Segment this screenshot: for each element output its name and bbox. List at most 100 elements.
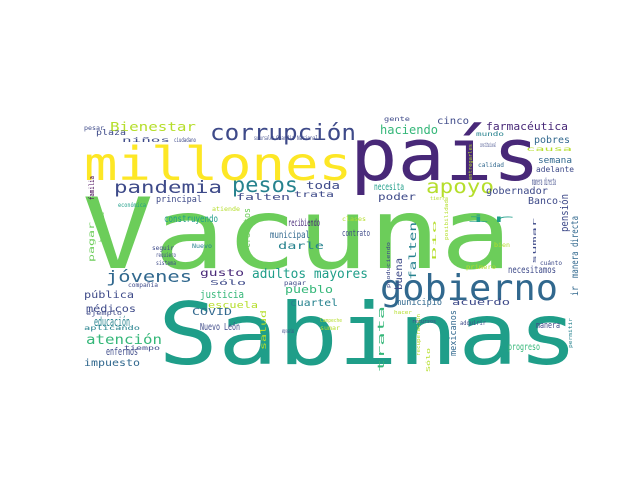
word-poder: toda xyxy=(306,179,340,192)
word-salud: enfermos xyxy=(106,345,138,358)
word-mexicanos: municipio xyxy=(396,298,442,308)
word-atencion: cuartel xyxy=(290,298,338,309)
word-bienestar: Bienestar xyxy=(110,120,196,134)
word-ir: ir xyxy=(570,286,581,296)
word-constitucional: niños xyxy=(122,137,171,144)
word-corrupcion: corrupción xyxy=(210,121,356,146)
word-produciendo: Dio xyxy=(432,220,438,260)
word-calidad: calidad xyxy=(478,162,504,169)
word-acuerdo: COVID xyxy=(192,307,232,318)
word-vacunar: Campeche xyxy=(320,318,342,324)
word-construyendo: trata xyxy=(377,306,387,372)
word-tierra: tierra xyxy=(430,196,448,202)
word-principal: falten xyxy=(408,222,419,280)
word-buena: necesita xyxy=(374,182,404,193)
word-trata: buena xyxy=(394,258,405,290)
word-requiero: pagar xyxy=(87,222,96,262)
word-pesos: pesos xyxy=(232,173,298,197)
word-guardia-nacional: aplicando xyxy=(84,325,141,332)
word-pesar: sistema xyxy=(156,260,176,267)
word-compania: Sólo xyxy=(210,279,246,287)
word-pobres: pobres xyxy=(534,135,570,146)
word-necesita: ir xyxy=(466,214,514,225)
word-toda: manera directa xyxy=(532,177,556,188)
word-manera: Nuevo León xyxy=(200,321,240,333)
word-cinco: cinco xyxy=(437,116,469,127)
word-mundo: pesar xyxy=(84,125,104,132)
word-aplicando: compañía xyxy=(128,282,158,289)
word-hacer: hacer xyxy=(394,310,412,316)
word-familia: Sólo xyxy=(425,348,432,372)
word-adelante: adelante xyxy=(536,165,574,174)
word-gusto: contrato xyxy=(342,229,370,239)
word-banco: Banco xyxy=(528,196,558,207)
word-plan: bien xyxy=(494,242,510,249)
word-ninos: Nuevo xyxy=(192,243,212,250)
word-vacuna: Vacuna xyxy=(82,178,512,292)
word-trabajadores: causa xyxy=(526,146,573,153)
word-cuartel: pueblo xyxy=(285,283,333,296)
word-recuperacion: recuperación xyxy=(415,314,422,356)
word-sistema: hospitales xyxy=(98,212,106,242)
word-apoyo: apoyo xyxy=(426,176,494,198)
word-municipio: impuesto xyxy=(84,358,140,369)
word-posibilidad: posibilidad xyxy=(444,200,450,240)
word-pension: pensión xyxy=(558,194,571,232)
word-sumar: cuánto xyxy=(540,260,562,267)
word-sabinas: Sabinas xyxy=(158,285,578,385)
word-adquirir: adquirir xyxy=(460,320,486,327)
word-entregarles: entregarles xyxy=(468,144,474,180)
word-demostrando: produciendo xyxy=(386,242,392,288)
word-nuevo-leon: atención xyxy=(86,333,162,348)
cloud-background xyxy=(80,108,580,378)
word-instalaciones: Guardia Nacional xyxy=(276,135,318,142)
word-gente: plaza xyxy=(96,128,126,137)
word-recibir: gente xyxy=(384,116,411,123)
word-covid: educación xyxy=(94,315,130,329)
word-jovenes: jóvenes xyxy=(106,267,192,286)
word-recursos: recursos xyxy=(412,319,436,325)
word-primero: mundo xyxy=(476,131,505,138)
word-escuela: darle xyxy=(278,241,324,252)
word-tiempo: seguir xyxy=(152,245,174,252)
word-enfermos: pública xyxy=(84,289,134,301)
word-gobierno: gobierno xyxy=(380,268,558,309)
word-farmaceutica: farmacéutica xyxy=(486,120,568,133)
word-seguir: pagar xyxy=(284,280,306,287)
word-economica: necesitamos xyxy=(508,265,556,276)
word-medicos: justicia xyxy=(200,288,244,301)
word-clases: clases xyxy=(342,216,366,223)
word-millones: millones xyxy=(84,137,352,191)
word-dio: empresarios xyxy=(282,328,294,335)
word-haciendo: haciendo xyxy=(380,123,438,137)
word-semana: semana xyxy=(538,156,572,166)
word-adultos-mayores: adultos mayores xyxy=(252,267,368,282)
word-justicia: créditos xyxy=(242,208,253,248)
word-solo: manera xyxy=(536,321,560,331)
word-impuesto: médicos xyxy=(86,303,136,315)
word-causa: sucursales xyxy=(254,135,274,142)
word-hospitales: mexicanos xyxy=(449,310,459,356)
word-cuanto: ciudadano xyxy=(174,137,196,144)
word-creditos: construyendo xyxy=(164,214,218,225)
word-darle: recibiendo xyxy=(288,218,320,229)
word-educacion: escuela xyxy=(208,301,258,311)
word-contrato: principal xyxy=(156,195,202,205)
word-pandemia: pandemia xyxy=(114,178,222,198)
word-ciudadano: tiempo xyxy=(124,345,161,352)
word-falten: poder xyxy=(378,192,416,203)
word-permitir: primero xyxy=(466,264,496,271)
word-atiende: atiende xyxy=(212,206,240,213)
word-dosis: sumar xyxy=(320,325,340,332)
word-bien: constitucional xyxy=(480,142,496,149)
word-manera-directa: manera directa xyxy=(570,216,581,278)
word-nuevo: familia xyxy=(88,176,96,200)
word-gobernador: gobernador xyxy=(486,186,548,197)
word-pueblo: municipal xyxy=(270,230,310,241)
word-municipal: trata xyxy=(294,190,334,199)
word-pagar: progreso xyxy=(508,342,540,353)
word-plaza: requiero xyxy=(156,252,176,259)
word-necesitamos: acuerdo xyxy=(452,298,510,308)
word-campeche: permitir xyxy=(568,318,574,348)
